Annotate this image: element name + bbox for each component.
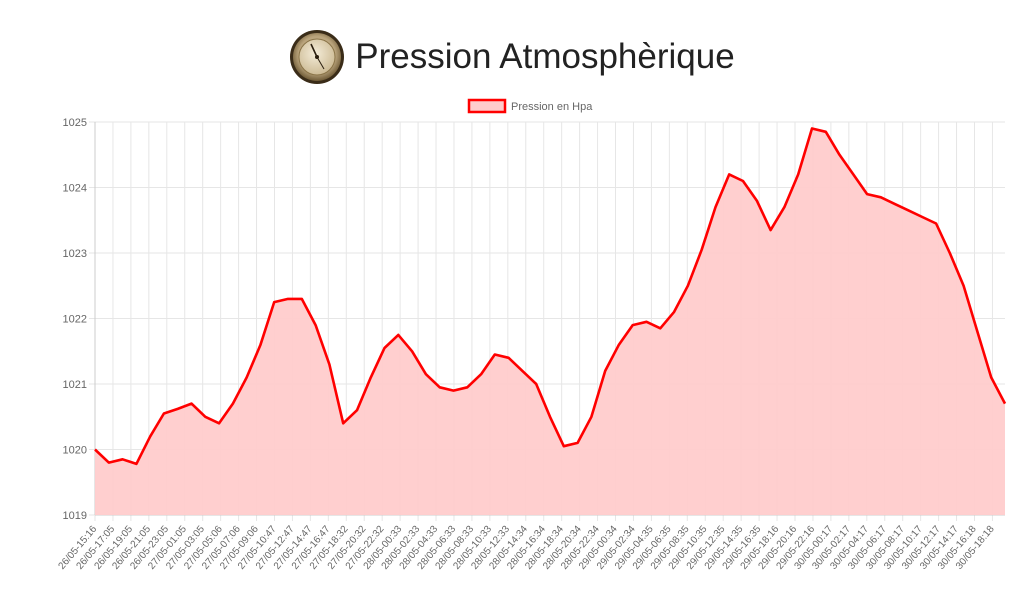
legend-label: Pression en Hpa xyxy=(511,101,593,113)
page-header: Pression Atmosphèrique xyxy=(0,22,1024,92)
y-tick-label: 1023 xyxy=(63,248,87,260)
y-tick-label: 1022 xyxy=(63,314,87,326)
page-title: Pression Atmosphèrique xyxy=(355,37,735,76)
y-tick-label: 1025 xyxy=(63,117,87,129)
y-tick-label: 1021 xyxy=(63,379,87,391)
y-axis: 1019 1020 1021 1022 1023 1024 1025 xyxy=(63,117,87,522)
pressure-chart: 1019 1020 1021 1022 1023 1024 1025 26/05-15:16… xyxy=(57,98,1007,572)
chart-legend: Pression en Hpa xyxy=(467,98,593,114)
barometer-icon xyxy=(290,30,345,84)
series-line xyxy=(94,127,1007,466)
y-tick-label: 1019 xyxy=(63,510,87,522)
chart-area xyxy=(94,127,1007,515)
series-area xyxy=(95,128,1005,515)
y-tick-label: 1020 xyxy=(63,445,87,457)
y-tick-label: 1024 xyxy=(63,183,87,195)
legend-swatch xyxy=(467,98,507,114)
x-axis: 26/05-15:1626/05-17:0526/05-19:0526/05-2… xyxy=(57,524,997,572)
